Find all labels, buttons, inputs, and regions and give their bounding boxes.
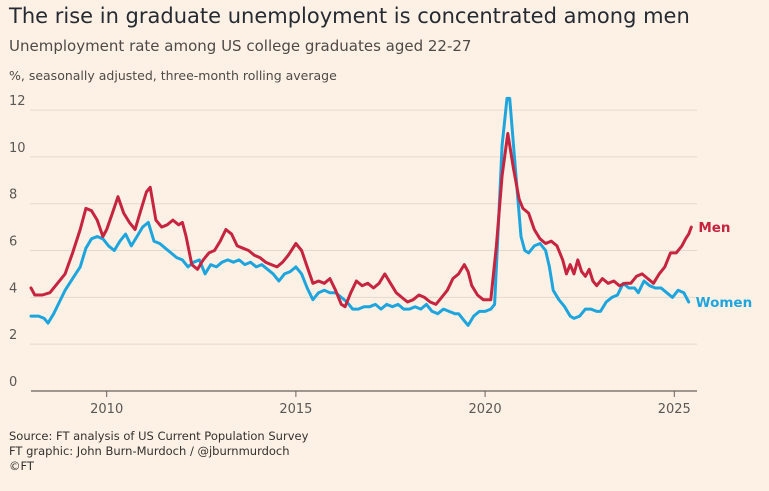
source-note: Source: FT analysis of US Current Popula… [9, 429, 309, 443]
men-series-line [29, 132, 693, 309]
footer: Source: FT analysis of US Current Popula… [9, 429, 308, 474]
y-tick-label: 8 [9, 188, 17, 203]
x-tick-label: 2020 [469, 402, 502, 417]
men-series-label: Men [698, 220, 730, 236]
chart-title: The rise in graduate unemployment is con… [9, 4, 690, 28]
y-tick-label: 2 [9, 328, 17, 343]
series-labels: Women Men [696, 220, 753, 311]
y-axis-ticks: 0 2 4 6 8 10 12 [9, 94, 26, 390]
chart-subtitle: Unemployment rate among US college gradu… [9, 37, 472, 55]
y-tick-label: 6 [9, 235, 17, 250]
women-series-label: Women [696, 295, 753, 311]
x-tick-label: 2015 [279, 402, 312, 417]
x-axis-ticks: 2010 2015 2020 2025 [90, 391, 691, 417]
y-tick-label: 0 [9, 375, 17, 390]
gridlines [30, 109, 697, 392]
x-tick-label: 2025 [658, 402, 691, 417]
y-tick-label: 12 [9, 94, 26, 109]
graphic-credit: FT graphic: John Burn-Murdoch / @jburnmu… [9, 444, 290, 458]
copyright: ©FT [9, 459, 34, 473]
women-series-line [29, 96, 691, 327]
line-chart: 0 2 4 6 8 10 12 2010 2015 2020 2025 Women Men [9, 94, 753, 417]
y-tick-label: 10 [9, 141, 26, 156]
x-tick-label: 2010 [90, 402, 123, 417]
series-lines [29, 96, 693, 327]
unit-note: %, seasonally adjusted, three-month roll… [9, 68, 337, 83]
y-tick-label: 4 [9, 281, 17, 296]
